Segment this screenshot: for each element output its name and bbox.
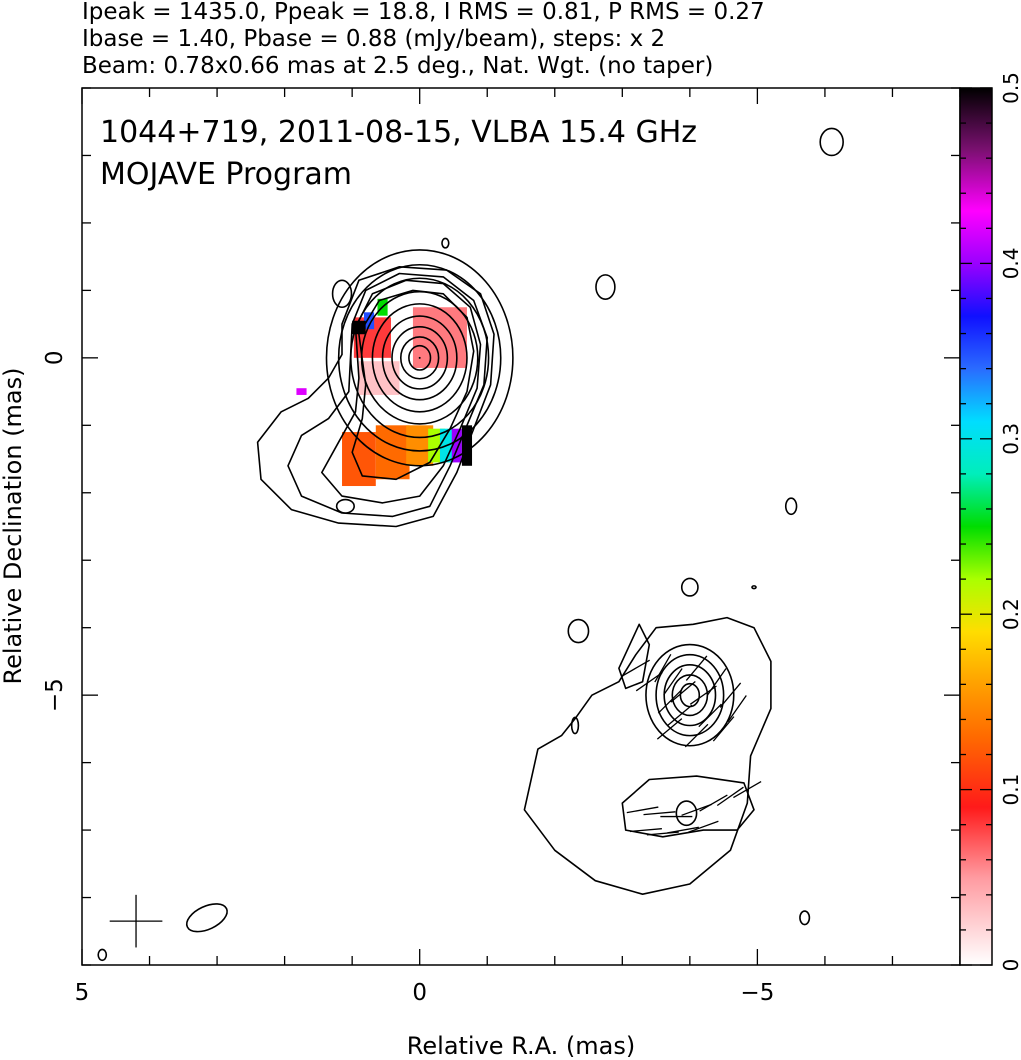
evpa-stick — [688, 820, 719, 833]
evpa-stick — [698, 703, 722, 728]
evpa-stick — [629, 828, 662, 833]
intensity-contours-layer — [97, 127, 844, 962]
core-contour — [381, 315, 458, 401]
y-tick-labels: 0 −5 — [42, 351, 68, 713]
noise-contour — [97, 948, 108, 962]
jet-contour — [671, 674, 709, 717]
x-axis-label: Relative R.A. (mas) — [407, 1032, 635, 1060]
core-outer-contour — [256, 266, 495, 528]
map-plot-area — [97, 127, 844, 962]
noise-contour — [335, 498, 355, 514]
noise-contour — [819, 127, 844, 157]
jet-south-knot-contour — [675, 800, 698, 827]
core-contour — [360, 290, 479, 425]
noise-contour — [185, 903, 228, 933]
noise-contour — [567, 618, 590, 644]
core-contour — [391, 326, 449, 390]
colorbar-tick-label: 0 — [999, 959, 1021, 972]
jet-contour — [679, 682, 701, 708]
noise-contour — [595, 274, 616, 300]
noise-contour — [680, 577, 699, 597]
beam-cross-marker — [109, 894, 163, 948]
core-contour — [337, 263, 502, 452]
colorbar-ticks — [960, 87, 992, 966]
evpa-stick — [621, 659, 650, 677]
header-base-line: Ibase = 1.40, Pbase = 0.88 (mJy/beam), s… — [82, 26, 665, 52]
plot-title-line1: 1044+719, 2011-08-15, VLBA 15.4 GHz — [100, 115, 697, 150]
colorbar-tick-label: 0.2 — [999, 598, 1021, 630]
evpa-stick — [684, 723, 709, 748]
colorbar-tick-label: 0.5 — [999, 72, 1021, 104]
jet-south-contour — [621, 775, 755, 838]
noise-contour — [784, 497, 798, 516]
frac-pol-patch — [363, 312, 375, 330]
plot-frame — [81, 87, 961, 966]
jet-contour — [663, 663, 717, 727]
evpa-stick — [656, 718, 683, 740]
core-contour — [325, 249, 514, 467]
noise-contour — [441, 237, 450, 249]
frac-pol-patch — [451, 428, 462, 463]
x-tick-labels: 5 0 −5 — [75, 980, 775, 1006]
evpa-stick — [667, 826, 699, 834]
jet-outer-contour — [523, 616, 772, 895]
noise-contour — [799, 910, 811, 926]
evpa-stick — [657, 690, 682, 714]
evpa-stick — [667, 704, 693, 727]
core-outer-contour — [287, 272, 488, 518]
colorbar-tick-label: 0.1 — [999, 774, 1021, 806]
colorbar — [959, 87, 993, 966]
colorbar-tick-label: 0.3 — [999, 423, 1021, 455]
frac-pol-patch — [296, 388, 307, 395]
noise-contour — [751, 585, 757, 590]
colorbar-tick-label: 0.4 — [999, 247, 1021, 279]
evpa-vectors-layer — [621, 653, 762, 836]
core-contour — [399, 336, 440, 380]
noise-contour — [331, 279, 353, 309]
jet-lobe-contour — [618, 623, 651, 690]
evpa-stick — [685, 655, 708, 681]
axis-tick-marks — [81, 87, 961, 966]
evpa-stick — [663, 668, 683, 696]
evpa-stick — [719, 682, 742, 708]
core-outer-contour — [321, 279, 482, 504]
jet-contour — [655, 653, 725, 737]
evpa-stick — [727, 695, 747, 723]
header-beam-line: Beam: 0.78x0.66 mas at 2.5 deg., Nat. Wg… — [82, 53, 713, 79]
noise-contour — [570, 716, 580, 735]
evpa-stick — [626, 806, 659, 814]
evpa-stick — [654, 653, 672, 683]
plot-title-line2: MOJAVE Program — [100, 157, 352, 192]
evpa-stick — [733, 781, 762, 799]
evpa-stick — [670, 680, 696, 703]
core-peak-dot — [418, 356, 421, 359]
x-tick-label: −5 — [740, 980, 774, 1006]
evpa-stick — [643, 811, 676, 816]
x-tick-label: 0 — [412, 980, 427, 1006]
x-tick-label: 5 — [75, 980, 90, 1006]
core-contour — [371, 303, 468, 413]
core-contour — [350, 277, 490, 439]
frac-pol-patch — [375, 425, 410, 480]
y-tick-label: 0 — [42, 351, 68, 366]
evpa-stick — [646, 831, 679, 836]
evpa-stick — [707, 668, 727, 696]
header-intensity-line: Ipeak = 1435.0, Ppeak = 18.8, I RMS = 0.… — [82, 0, 765, 25]
jet-contour — [645, 643, 735, 747]
evpa-stick — [712, 716, 735, 742]
evpa-stick — [716, 786, 744, 807]
core-contour — [408, 344, 432, 371]
colorbar-tick-labels: 0 0.1 0.2 0.3 0.4 0.5 — [999, 72, 1021, 971]
evpa-stick — [699, 794, 728, 812]
evpa-stick — [681, 803, 712, 816]
y-axis-label: Relative Declination (mas) — [0, 367, 27, 684]
y-tick-label: −5 — [42, 678, 68, 712]
